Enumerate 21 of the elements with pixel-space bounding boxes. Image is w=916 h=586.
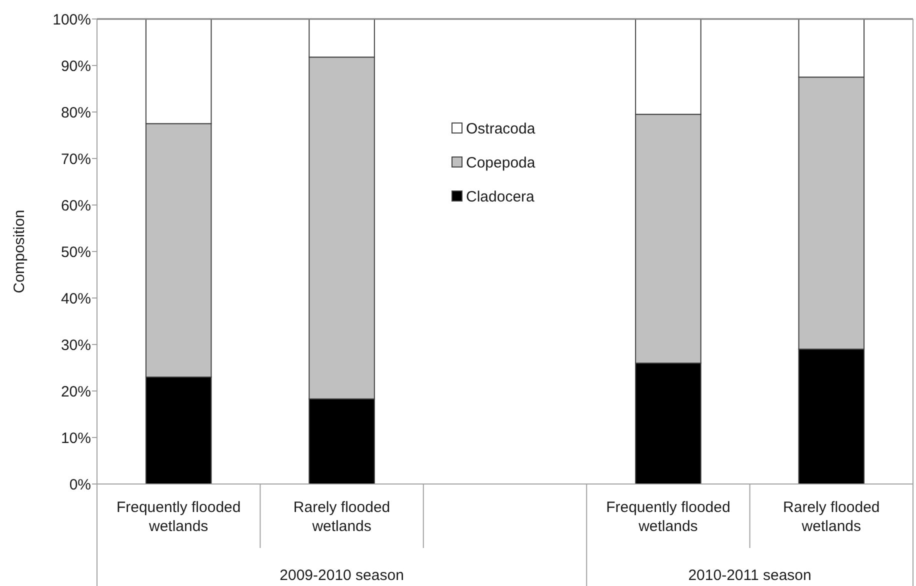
legend-label: Cladocera [466, 188, 536, 206]
x-tick-label: Rarely flooded wetlands [293, 499, 390, 535]
y-tick-label: 0% [69, 476, 91, 494]
y-tick-label: 60% [60, 197, 91, 214]
text: 2009-2010 season [280, 567, 404, 584]
y-tick-label: 30% [60, 336, 91, 354]
x-tick-label: Frequently flooded wetlands [606, 499, 730, 535]
y-tick-label: 10% [60, 430, 91, 447]
y-tick-label: 90% [60, 58, 91, 75]
legend-label: Copepoda [466, 154, 536, 172]
text: 2010-2011 season [688, 567, 812, 584]
y-tick-label: 40% [60, 290, 91, 308]
y-tick-label: 70% [60, 150, 91, 168]
x-tick-label: Rarely flooded wetlands [783, 499, 880, 535]
y-tick-label: 80% [60, 104, 91, 122]
legend-label: Ostracoda [466, 120, 536, 138]
y-tick-label: 100% [52, 11, 91, 28]
y-tick-label: 50% [60, 244, 91, 261]
x-tick-label: Frequently flooded wetlands [116, 499, 241, 535]
y-axis-title: Composition [11, 210, 28, 294]
y-tick-label: 20% [60, 383, 91, 400]
